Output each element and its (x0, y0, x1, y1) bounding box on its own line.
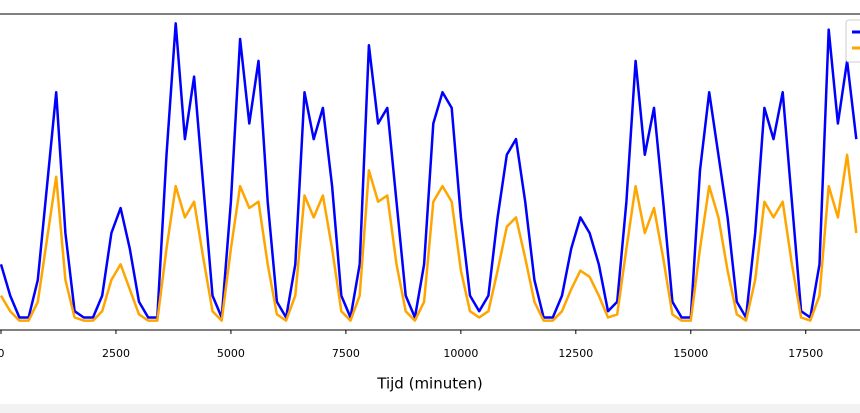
x-tick-label: 15000 (673, 347, 708, 360)
series-line (0, 153, 858, 322)
plot-area (0, 22, 858, 322)
legend-box (845, 19, 860, 63)
legend (845, 19, 860, 63)
x-tick-label: 10000 (443, 347, 478, 360)
x-tick-label: 5000 (217, 347, 245, 360)
x-axis-label: Tijd (minuten) (376, 375, 482, 393)
x-tick-label: 2500 (102, 347, 130, 360)
series-line (0, 22, 858, 319)
x-tick-label: 12500 (558, 347, 593, 360)
x-tick-label: 7500 (332, 347, 360, 360)
x-tick-label: 17500 (788, 347, 823, 360)
x-tick-label: 0 (0, 347, 5, 360)
bottom-strip (0, 404, 860, 413)
